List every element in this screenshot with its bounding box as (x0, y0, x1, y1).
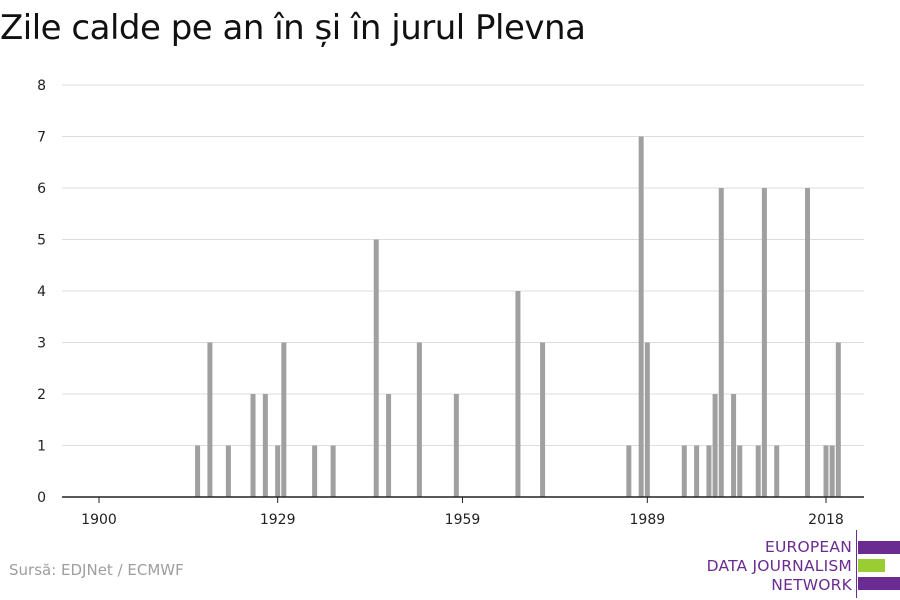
bar (823, 445, 829, 497)
bar (774, 445, 780, 497)
bar (626, 445, 632, 497)
logo-line-3: NETWORK (771, 576, 852, 594)
edjnet-logo: EUROPEAN DATA JOURNALISM NETWORK (700, 530, 900, 600)
axes (62, 496, 864, 503)
bar (453, 394, 459, 497)
source-note: Sursă: EDJNet / ECMWF (9, 561, 184, 579)
bar (829, 445, 835, 497)
bar (681, 445, 687, 497)
y-tick-label: 7 (37, 130, 46, 146)
bar (386, 394, 392, 497)
x-tick-label: 1900 (81, 512, 117, 528)
x-tick-labels: 1900 1929 1959 1989 2018 (81, 512, 844, 528)
bar (515, 291, 521, 497)
bar (755, 445, 761, 497)
y-tick-label: 3 (37, 336, 46, 352)
bar (225, 445, 231, 497)
logo-line-1: EUROPEAN (764, 538, 852, 556)
bar (712, 394, 718, 497)
gridlines (62, 84, 864, 446)
bar (737, 445, 743, 497)
bar (835, 342, 841, 497)
chart-title: Zile calde pe an în și în jurul Plevna (0, 8, 586, 48)
logo-bar-top (858, 541, 900, 554)
bar (644, 342, 650, 497)
bar (330, 445, 336, 497)
bar (694, 445, 700, 497)
bar (262, 394, 268, 497)
y-tick-label: 6 (37, 181, 46, 197)
bar (718, 188, 724, 497)
y-tick-labels: 0 1 2 3 4 5 6 7 8 (37, 78, 46, 506)
bar (373, 239, 379, 497)
bar (195, 445, 201, 497)
x-tick-label: 1989 (630, 512, 666, 528)
logo-bar-middle (858, 559, 885, 572)
bars (195, 136, 841, 497)
y-tick-label: 0 (37, 490, 46, 506)
y-tick-label: 5 (37, 233, 46, 249)
x-tick-label: 1929 (260, 512, 296, 528)
logo-line-2: DATA JOURNALISM (706, 557, 852, 575)
bar (805, 188, 811, 497)
bar (540, 342, 546, 497)
y-tick-label: 8 (37, 78, 46, 94)
bar (250, 394, 256, 497)
bar (638, 136, 644, 497)
logo-rule (856, 530, 857, 598)
y-tick-label: 1 (37, 439, 46, 455)
x-tick-label: 1959 (445, 512, 481, 528)
bar (312, 445, 318, 497)
bar (731, 394, 737, 497)
x-tick-label: 2018 (808, 512, 844, 528)
bar (761, 188, 767, 497)
y-tick-label: 4 (37, 284, 46, 300)
bar (416, 342, 422, 497)
bar (281, 342, 287, 497)
logo-bar-bottom (858, 577, 900, 590)
bar (275, 445, 281, 497)
bar (706, 445, 712, 497)
bar (207, 342, 213, 497)
y-tick-label: 2 (37, 387, 46, 403)
